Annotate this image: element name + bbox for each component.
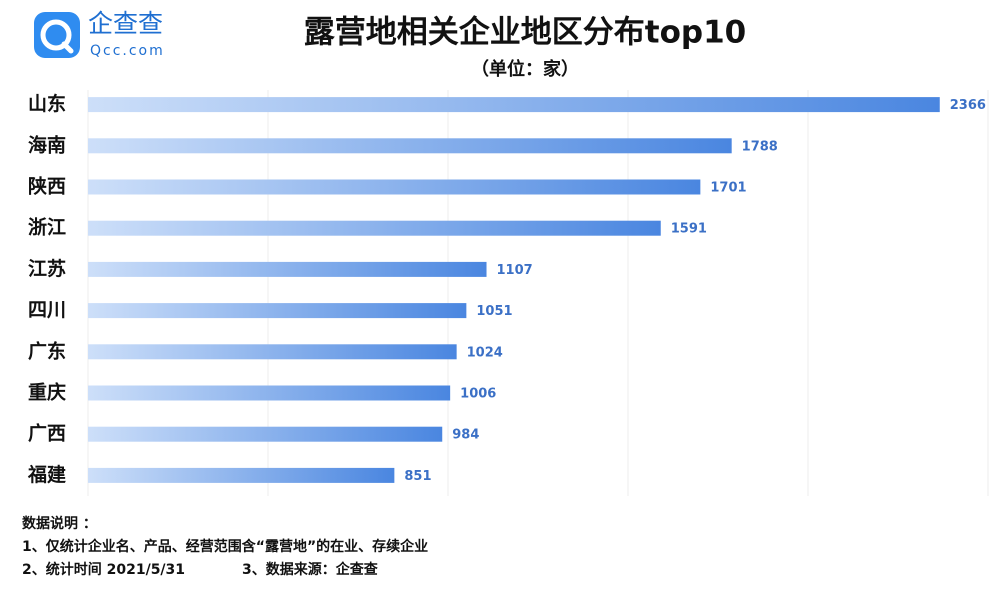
value-label: 1591 [671,222,707,237]
y-tick-label: 江苏 [28,257,66,280]
y-tick-label: 山东 [28,92,66,115]
logo: 企查查 Qcc.com [34,9,165,59]
y-tick-label: 广西 [28,422,66,445]
value-label: 1024 [467,345,503,360]
bar [88,467,395,483]
bar [88,385,451,401]
chart-title: 露营地相关企业地区分布top10 [304,15,746,51]
bar [88,261,487,277]
plot: 山东 2366 海南 1788 陕西 1701 浙江 1591 江苏 1107 四川 1051 广东 10… [27,90,989,496]
value-label: 1788 [742,139,778,154]
bar [88,138,732,154]
y-tick-label: 重庆 [28,381,66,404]
note: 3、数据来源：企查查 [242,561,379,578]
logo-url: Qcc.com [90,43,165,59]
value-label: 1701 [710,181,746,196]
y-tick-label: 浙江 [28,216,66,239]
notes-heading: 数据说明 ： [22,515,97,532]
value-label: 1051 [476,304,512,319]
note: 1、仅统计企业名、产品、经营范围含“露营地”的在业、存续企业 [22,538,428,555]
value-label: 984 [452,428,479,443]
chart-subtitle: （单位：家） [471,58,579,80]
y-tick-label: 福建 [27,463,66,486]
value-label: 851 [404,469,431,484]
bar [88,303,467,319]
bar [88,97,940,113]
bar [88,220,661,236]
logo-name: 企查查 [88,9,163,38]
bar [88,426,443,442]
value-label: 1107 [497,263,533,278]
y-tick-label: 海南 [28,133,66,156]
y-tick-label: 四川 [28,299,66,321]
y-tick-label: 广东 [28,339,66,362]
note: 2、统计时间 2021/5/31 [22,561,185,578]
logo-mark [61,41,74,54]
bar [88,179,701,195]
bar [88,344,457,360]
value-label: 1006 [460,387,496,402]
y-tick-label: 陕西 [28,175,66,198]
logo-mark [40,19,72,51]
value-label: 2366 [950,98,986,113]
